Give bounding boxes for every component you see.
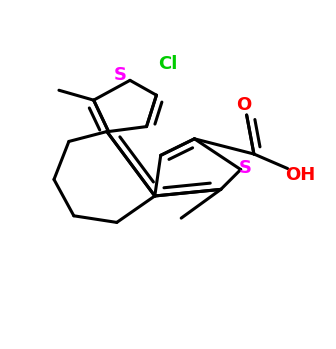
Text: OH: OH <box>285 165 315 184</box>
Text: Cl: Cl <box>158 55 178 73</box>
Text: S: S <box>114 66 127 84</box>
Text: O: O <box>237 96 252 114</box>
Text: S: S <box>239 159 252 177</box>
